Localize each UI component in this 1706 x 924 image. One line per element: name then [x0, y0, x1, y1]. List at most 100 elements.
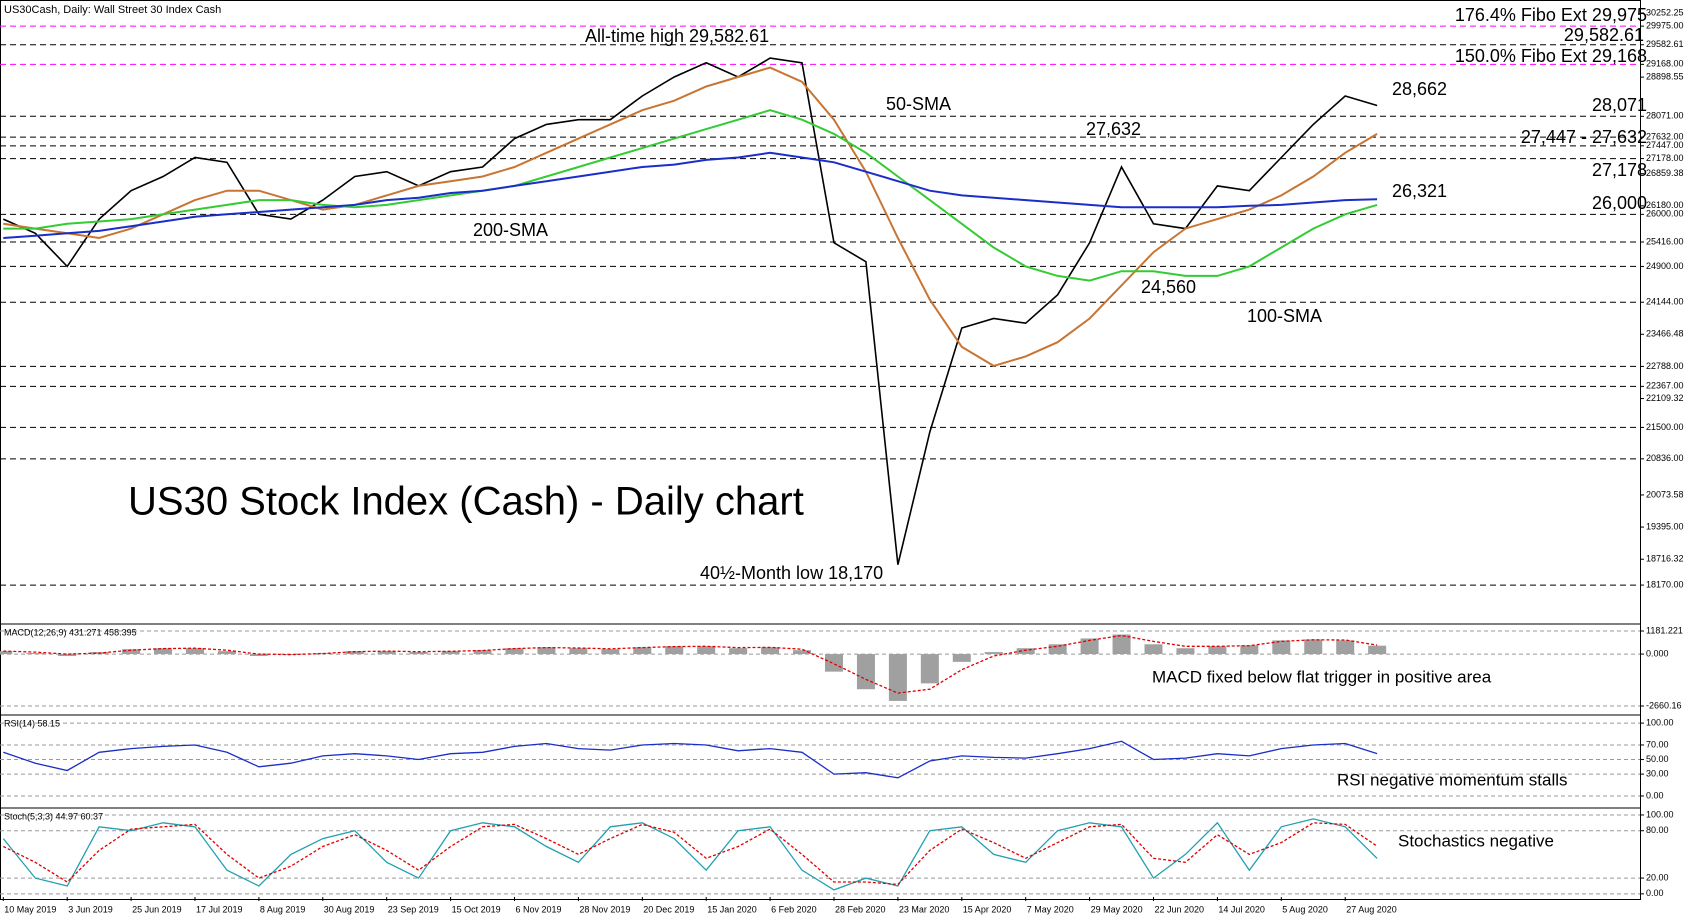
x-tick-label: 10 May 2019	[4, 904, 56, 914]
histogram-bar	[249, 654, 268, 657]
series-label: 100-SMA	[1247, 306, 1322, 326]
panel-note: Stochastics negative	[1398, 831, 1554, 850]
y-tick-label: 100.00	[1646, 809, 1674, 819]
histogram-bar	[0, 651, 13, 655]
y-tick-label: 22109.32	[1646, 393, 1684, 403]
x-tick-label: 20 Dec 2019	[643, 904, 694, 914]
histogram-bar	[377, 651, 396, 655]
y-tick-label: 26859.38	[1646, 168, 1684, 178]
annotation: 27,178	[1592, 160, 1647, 180]
x-tick-label: 14 Jul 2020	[1218, 904, 1265, 914]
series-line	[3, 634, 1378, 694]
histogram-bar	[1336, 640, 1355, 655]
annotation: 26,321	[1392, 181, 1447, 201]
y-tick-label: 20073.58	[1646, 489, 1684, 499]
histogram-bar	[1048, 644, 1067, 655]
y-tick-label: 27447.00	[1646, 140, 1684, 150]
panel-header: RSI(14) 58.15	[4, 718, 60, 728]
annotation: 26,000	[1592, 193, 1647, 213]
histogram-bar	[856, 654, 875, 690]
x-tick-label: 7 May 2020	[1027, 904, 1074, 914]
series-line	[2, 57, 1378, 565]
x-tick-label: 23 Mar 2020	[899, 904, 950, 914]
x-tick-label: 23 Sep 2019	[388, 904, 439, 914]
histogram-bar	[633, 647, 652, 655]
y-tick-label: 24900.00	[1646, 261, 1684, 271]
panel-header: Stoch(5,3,3) 44.97 60.37	[4, 811, 103, 821]
histogram-bar	[761, 647, 780, 655]
histogram-bar	[505, 648, 524, 655]
histogram-bar	[1016, 648, 1035, 655]
y-tick-label: 0.000	[1646, 648, 1669, 658]
x-tick-label: 15 Oct 2019	[452, 904, 501, 914]
histogram-bar	[186, 648, 204, 655]
series-line	[3, 822, 1378, 886]
x-tick-label: 28 Nov 2019	[579, 904, 630, 914]
histogram-bar	[697, 646, 716, 655]
annotation: 24,560	[1141, 277, 1196, 297]
histogram-bar	[984, 652, 1003, 655]
y-tick-label: 100.00	[1646, 717, 1674, 727]
y-tick-label: 27178.00	[1646, 153, 1684, 163]
histogram-bar	[1304, 639, 1323, 655]
histogram-bar	[58, 654, 77, 657]
y-tick-label: 50.00	[1646, 754, 1669, 764]
histogram-bar	[1176, 648, 1195, 655]
x-tick-label: 6 Nov 2019	[516, 904, 562, 914]
histogram-bar	[665, 646, 684, 655]
histogram-bar	[952, 654, 971, 662]
histogram-bar	[217, 651, 236, 655]
y-tick-label: 29582.61	[1646, 39, 1684, 49]
y-tick-label: 30252.25	[1646, 7, 1684, 17]
y-tick-label: 70.00	[1646, 739, 1669, 749]
y-tick-label: 30.00	[1646, 768, 1669, 778]
histogram-bar	[729, 648, 748, 655]
y-tick-label: 29168.00	[1646, 59, 1684, 69]
panel-note: MACD fixed below flat trigger in positiv…	[1152, 667, 1492, 686]
series-line	[3, 66, 1378, 367]
histogram-bar	[1080, 638, 1099, 655]
series-line	[3, 109, 1378, 282]
y-tick-label: 20836.00	[1646, 453, 1684, 463]
y-tick-label: 0.00	[1646, 888, 1664, 898]
y-tick-label: 26000.00	[1646, 209, 1684, 219]
histogram-bar	[1112, 634, 1131, 655]
histogram-bar	[888, 654, 907, 701]
y-tick-label: 19395.00	[1646, 521, 1684, 531]
histogram-bar	[441, 651, 460, 655]
y-tick-label: 25416.00	[1646, 236, 1684, 246]
y-tick-label: -2660.16	[1646, 700, 1682, 710]
y-tick-label: 27632.00	[1646, 131, 1684, 141]
histogram-bar	[409, 652, 428, 655]
y-tick-label: 26180.00	[1646, 200, 1684, 210]
histogram-bar	[1272, 640, 1291, 655]
histogram-bar	[601, 649, 620, 655]
histogram-bar	[345, 651, 364, 655]
y-tick-label: 22367.00	[1646, 381, 1684, 391]
histogram-bar	[793, 650, 812, 655]
histogram-bar	[473, 650, 492, 655]
series-line	[3, 151, 1378, 239]
y-tick-label: 23466.48	[1646, 329, 1684, 339]
x-tick-label: 29 May 2020	[1091, 904, 1143, 914]
y-tick-label: 28898.55	[1646, 71, 1684, 81]
y-tick-label: 18716.32	[1646, 554, 1684, 564]
chart-title: US30 Stock Index (Cash) - Daily chart	[128, 480, 804, 524]
y-tick-label: 22788.00	[1646, 361, 1684, 371]
frame	[0, 0, 1641, 900]
x-tick-label: 5 Aug 2020	[1282, 904, 1328, 914]
series-line	[3, 740, 1378, 779]
x-tick-label: 22 Jun 2020	[1155, 904, 1205, 914]
annotation: 176.4% Fibo Ext 29,975	[1455, 5, 1647, 25]
chart-header: US30Cash, Daily: Wall Street 30 Index Ca…	[4, 4, 221, 16]
series-label: 200-SMA	[473, 220, 548, 240]
annotation: 150.0% Fibo Ext 29,168	[1455, 46, 1647, 66]
histogram-bar	[154, 648, 173, 655]
x-tick-label: 3 Jun 2019	[68, 904, 113, 914]
histogram-bar	[537, 647, 556, 655]
x-tick-label: 15 Apr 2020	[963, 904, 1012, 914]
y-tick-label: 29975.00	[1646, 21, 1684, 31]
histogram-bar	[26, 653, 45, 655]
